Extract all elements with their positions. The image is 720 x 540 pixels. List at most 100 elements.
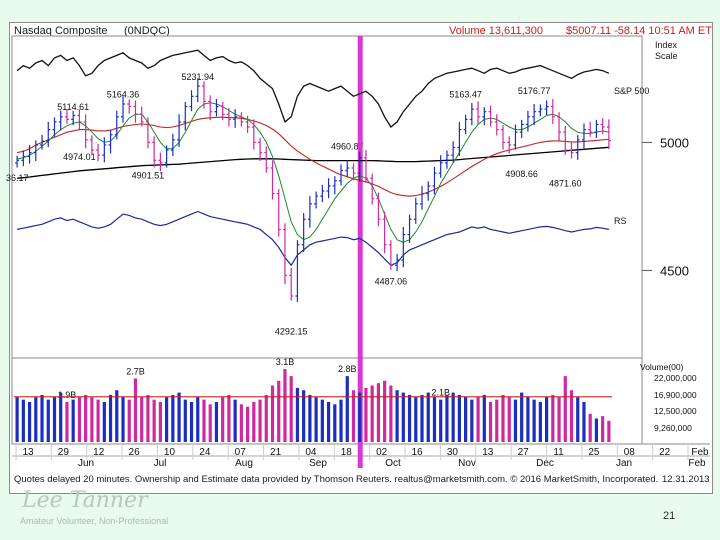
volume-bar-52 bbox=[339, 399, 343, 442]
x-tick-label-8: 04 bbox=[305, 447, 317, 458]
x-tick-label-17: 08 bbox=[624, 447, 636, 458]
volume-bar-78 bbox=[501, 394, 505, 442]
ma50-line bbox=[16, 116, 609, 197]
volume-bar-14 bbox=[102, 402, 106, 442]
x-tick-label-16: 25 bbox=[588, 447, 600, 458]
volume-bar-90 bbox=[576, 397, 580, 442]
volume-annotation-4: 2.1B bbox=[431, 388, 450, 398]
chart-grid bbox=[11, 35, 710, 460]
volume-bar-22 bbox=[152, 399, 156, 442]
volume-bar-9 bbox=[71, 399, 75, 442]
volume-bar-5 bbox=[46, 399, 50, 442]
x-tick-label-12: 30 bbox=[447, 447, 459, 458]
month-label-6: Dec bbox=[536, 458, 554, 469]
volume-bar-71 bbox=[457, 394, 461, 442]
volume-bar-59 bbox=[383, 380, 387, 442]
volume-bar-86 bbox=[551, 394, 555, 442]
volume-bar-55 bbox=[358, 392, 362, 442]
x-tick-label-1: 29 bbox=[58, 447, 70, 458]
x-tick-label-5: 24 bbox=[199, 447, 211, 458]
volume-bar-54 bbox=[351, 390, 356, 442]
volume-bar-29 bbox=[196, 397, 200, 442]
volume-bar-56 bbox=[364, 387, 368, 442]
x-tick-label-4: 10 bbox=[164, 447, 176, 458]
volume-bar-53 bbox=[345, 376, 349, 442]
volume-bar-87 bbox=[557, 397, 561, 442]
price-annotation-11: 4487.06 bbox=[375, 277, 408, 287]
month-label-5: Nov bbox=[458, 458, 476, 469]
volume-bar-41 bbox=[270, 385, 275, 442]
scale-line-2: Scale bbox=[655, 51, 678, 61]
volume-bar-81 bbox=[520, 392, 524, 442]
volume-bar-57 bbox=[370, 385, 374, 442]
x-tick-label-14: 27 bbox=[518, 447, 530, 458]
month-label-0: Jun bbox=[78, 458, 94, 469]
volume-tick-label-0: 22,000,000 bbox=[654, 373, 697, 383]
x-tick-label-18: 22 bbox=[659, 447, 671, 458]
volume-axis-label: Volume(00) bbox=[640, 362, 684, 372]
volume-bar-70 bbox=[451, 392, 455, 442]
volume-bar-20 bbox=[140, 397, 144, 442]
volume-bar-3 bbox=[34, 397, 38, 442]
index-scale-label: Index Scale bbox=[655, 40, 678, 62]
volume-bar-4 bbox=[40, 394, 44, 442]
volume-bar-17 bbox=[121, 397, 125, 442]
volume-bar-89 bbox=[569, 390, 574, 442]
x-tick-label-2: 12 bbox=[93, 447, 105, 458]
volume-bar-40 bbox=[264, 394, 268, 442]
quote-readout: $5007.11 -58.14 10:51 AM ET bbox=[566, 25, 712, 37]
price-annotation-8: 4908.66 bbox=[505, 169, 538, 179]
volume-annotation-1: 2.7B bbox=[126, 366, 145, 376]
x-tick-label-10: 02 bbox=[376, 447, 388, 458]
ma200-line bbox=[17, 146, 609, 179]
volume-bar-47 bbox=[308, 394, 312, 442]
chart-title: Nasdaq Composite bbox=[14, 25, 108, 37]
signature: Lee Tanner bbox=[22, 488, 148, 513]
price-tick-label-0: 5000 bbox=[660, 135, 689, 150]
rs-line bbox=[16, 210, 610, 267]
volume-bar-92 bbox=[588, 413, 592, 442]
month-label-2: Aug bbox=[235, 458, 253, 469]
month-label-3: Sep bbox=[309, 458, 327, 469]
price-annotation-1: 5164.36 bbox=[107, 89, 140, 99]
volume-bar-21 bbox=[146, 394, 150, 442]
volume-bar-31 bbox=[208, 404, 212, 442]
volume-tick-label-2: 12,500,000 bbox=[654, 406, 697, 416]
volume-tick-label-1: 16,900,000 bbox=[654, 390, 697, 400]
price-annotation-10: 4292.15 bbox=[275, 327, 308, 337]
price-annotation-5: 4960.87 bbox=[331, 141, 364, 151]
volume-bar-27 bbox=[183, 399, 187, 442]
volume-bar-77 bbox=[495, 399, 499, 442]
ma10-line bbox=[17, 102, 610, 243]
price-annotation-6: 5163.47 bbox=[449, 90, 482, 100]
volume-bar-24 bbox=[165, 397, 169, 442]
signature-subtitle: Amateur Volunteer, Non-Professional bbox=[20, 516, 169, 526]
sp500-label: S&P 500 bbox=[614, 86, 649, 96]
volume-bar-10 bbox=[77, 397, 82, 442]
x-tick-label-13: 13 bbox=[482, 447, 494, 458]
volume-annotation-0: 1.9B bbox=[58, 390, 77, 400]
volume-bar-60 bbox=[389, 385, 393, 442]
volume-bar-46 bbox=[302, 390, 306, 442]
volume-bar-23 bbox=[158, 402, 162, 442]
volume-bar-49 bbox=[320, 399, 324, 442]
volume-bar-50 bbox=[326, 402, 331, 442]
volume-bar-69 bbox=[445, 394, 449, 442]
volume-bar-19 bbox=[133, 378, 138, 442]
volume-bar-79 bbox=[507, 397, 511, 442]
volume-bar-26 bbox=[177, 392, 181, 442]
x-tick-label-7: 21 bbox=[270, 447, 282, 458]
volume-bar-39 bbox=[258, 399, 262, 442]
volume-readout: Volume 13,611,300 bbox=[449, 25, 543, 37]
rs-label: RS bbox=[614, 216, 627, 226]
volume-bar-62 bbox=[401, 392, 405, 442]
volume-bar-45 bbox=[295, 387, 300, 442]
volume-bar-75 bbox=[482, 394, 486, 442]
volume-bar-13 bbox=[96, 399, 100, 442]
volume-bar-91 bbox=[582, 402, 586, 442]
volume-bar-32 bbox=[214, 402, 219, 442]
volume-bar-64 bbox=[414, 397, 418, 442]
volume-bar-43 bbox=[283, 369, 287, 442]
x-tick-label-15: 11 bbox=[553, 447, 564, 458]
x-tick-label-11: 16 bbox=[411, 447, 423, 458]
